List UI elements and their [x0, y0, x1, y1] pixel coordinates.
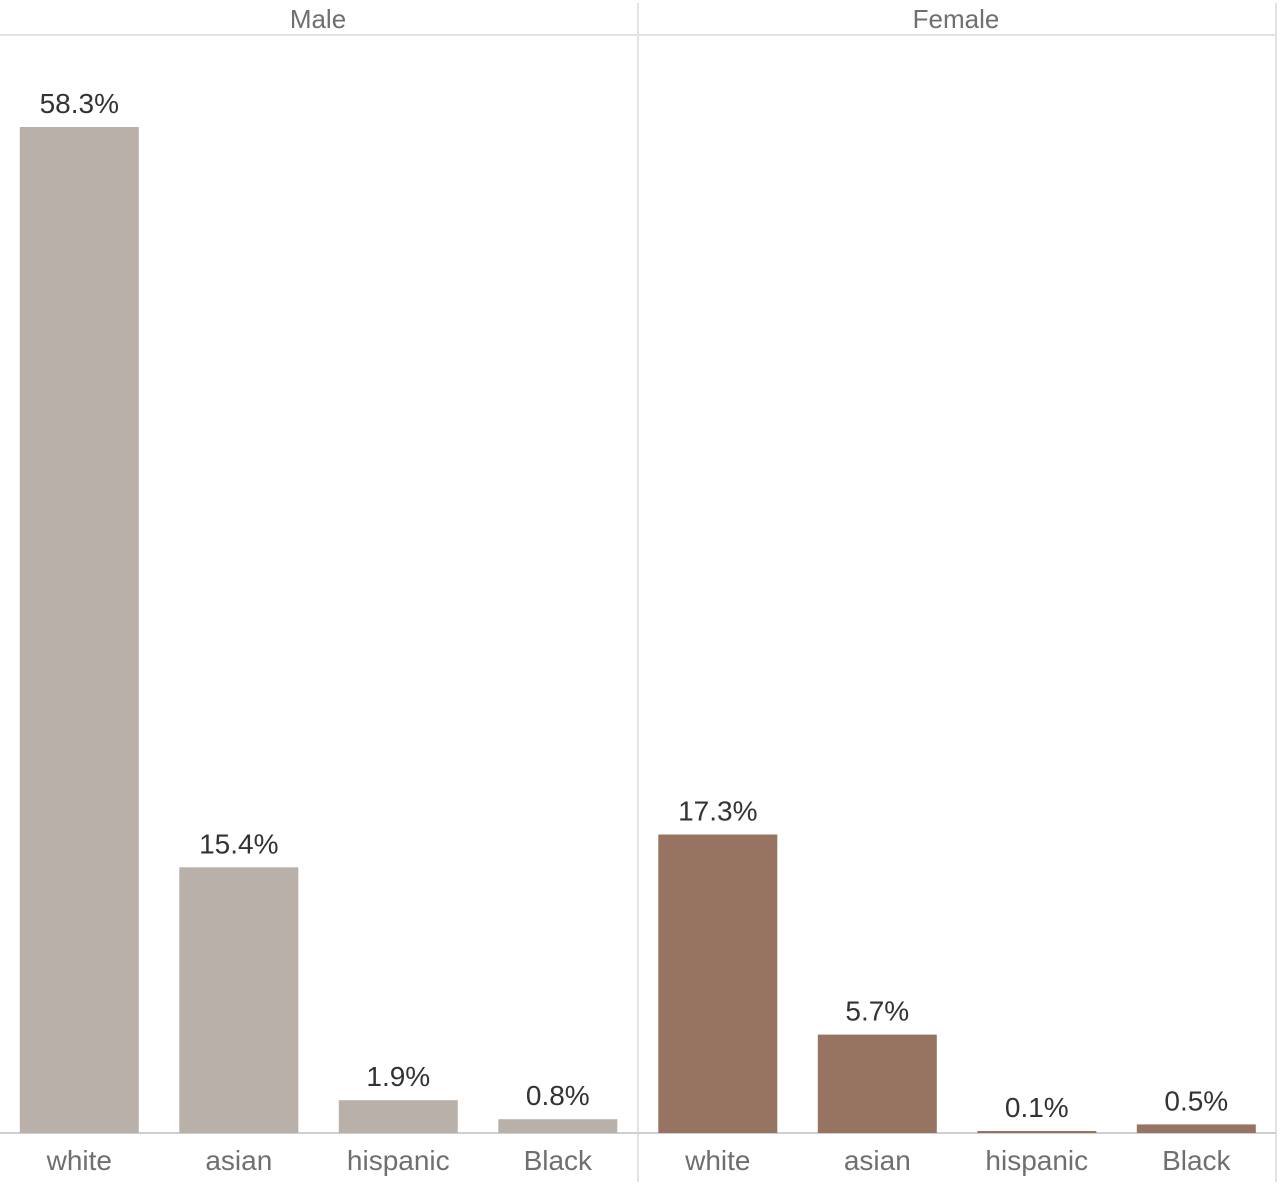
bar-male-black [498, 1119, 618, 1133]
category-label-female-hispanic: hispanic [985, 1145, 1088, 1176]
category-label-male-white: white [46, 1145, 112, 1176]
value-label-female-white: 17.3% [678, 796, 757, 827]
bar-male-white [19, 127, 139, 1133]
value-label-female-hispanic: 0.1% [1005, 1092, 1069, 1123]
bars-layer: 58.3% white 15.4% asian 1.9% hispanic 0.8% Blac… [19, 88, 1256, 1176]
category-label-female-white: white [684, 1145, 750, 1176]
bar-male-asian [179, 867, 299, 1133]
value-label-male-white: 58.3% [40, 88, 119, 119]
panel-title-male: Male [290, 4, 346, 34]
category-label-female-asian: asian [844, 1145, 911, 1176]
category-label-male-black: Black [524, 1145, 593, 1176]
value-label-male-asian: 15.4% [199, 828, 278, 859]
category-label-female-black: Black [1162, 1145, 1231, 1176]
bar-female-asian [817, 1034, 937, 1133]
value-label-male-hispanic: 1.9% [366, 1061, 430, 1092]
value-label-male-black: 0.8% [526, 1080, 590, 1111]
bar-female-white [658, 834, 778, 1133]
value-label-female-asian: 5.7% [845, 996, 909, 1027]
bar-female-hispanic [977, 1131, 1097, 1133]
bar-male-hispanic [338, 1100, 458, 1133]
panel-title-female: Female [913, 4, 1000, 34]
category-label-male-hispanic: hispanic [347, 1145, 450, 1176]
category-label-male-asian: asian [205, 1145, 272, 1176]
bar-female-black [1136, 1124, 1256, 1133]
value-label-female-black: 0.5% [1164, 1085, 1228, 1116]
